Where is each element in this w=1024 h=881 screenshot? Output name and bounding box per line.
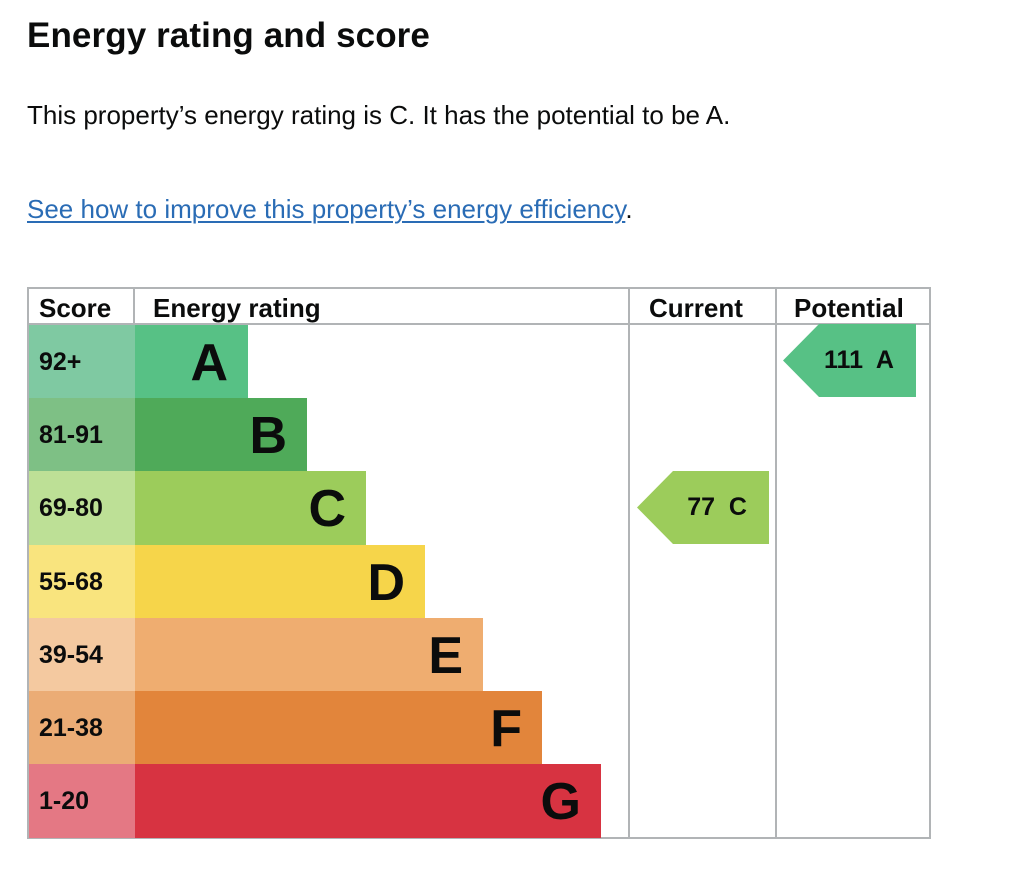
header-energy-rating: Energy rating <box>153 293 321 323</box>
rating-row-c: 69-80 C <box>29 471 629 546</box>
improve-efficiency-link[interactable]: See how to improve this property’s energ… <box>27 194 626 224</box>
divider-score <box>133 289 135 325</box>
rating-letter: F <box>490 700 522 758</box>
rating-bar-b: B <box>135 398 307 473</box>
score-range: 92+ <box>29 325 135 399</box>
rating-summary: This property’s energy rating is C. It h… <box>27 100 731 130</box>
divider-current <box>628 289 630 837</box>
rating-bar-d: D <box>135 544 425 619</box>
rating-row-g: 1-20 G <box>29 764 629 839</box>
rating-bar-f: F <box>135 691 542 765</box>
rating-bar-a: A <box>135 325 248 399</box>
current-rating-arrow: 77 C <box>637 471 769 544</box>
score-range: 55-68 <box>29 544 135 619</box>
rating-letter: C <box>308 480 346 539</box>
score-range: 81-91 <box>29 398 135 473</box>
rating-row-e: 39-54 E <box>29 617 629 692</box>
rating-letter: B <box>249 407 287 466</box>
rating-letter: A <box>190 334 228 392</box>
improve-link-line: See how to improve this property’s energ… <box>27 192 633 226</box>
score-range: 1-20 <box>29 764 135 839</box>
link-period: . <box>625 194 633 224</box>
current-rating-label: 77 C <box>687 493 747 521</box>
rating-letter: D <box>367 553 405 612</box>
rating-row-a: 92+ A <box>29 325 629 399</box>
header-potential: Potential <box>794 293 904 323</box>
rating-row-d: 55-68 D <box>29 544 629 619</box>
divider-potential <box>775 289 777 837</box>
energy-rating-chart: Score Energy rating Current Potential 92… <box>27 287 931 839</box>
header-current: Current <box>649 293 743 323</box>
score-range: 39-54 <box>29 617 135 692</box>
rating-bar-g: G <box>135 764 601 839</box>
rating-letter: E <box>428 626 463 685</box>
arrow-shape-icon <box>783 324 916 397</box>
rating-bar-c: C <box>135 471 366 546</box>
potential-rating-label: 111 A <box>824 346 894 374</box>
potential-rating-arrow: 111 A <box>783 324 916 397</box>
header-score: Score <box>39 293 112 323</box>
header-divider <box>29 323 929 325</box>
rating-row-b: 81-91 B <box>29 398 629 473</box>
score-range: 21-38 <box>29 691 135 765</box>
score-range: 69-80 <box>29 471 135 546</box>
rating-letter: G <box>540 773 581 832</box>
page-title: Energy rating and score <box>27 16 430 55</box>
arrow-shape-icon <box>637 471 769 544</box>
rating-bar-e: E <box>135 617 483 692</box>
rating-row-f: 21-38 F <box>29 691 629 765</box>
